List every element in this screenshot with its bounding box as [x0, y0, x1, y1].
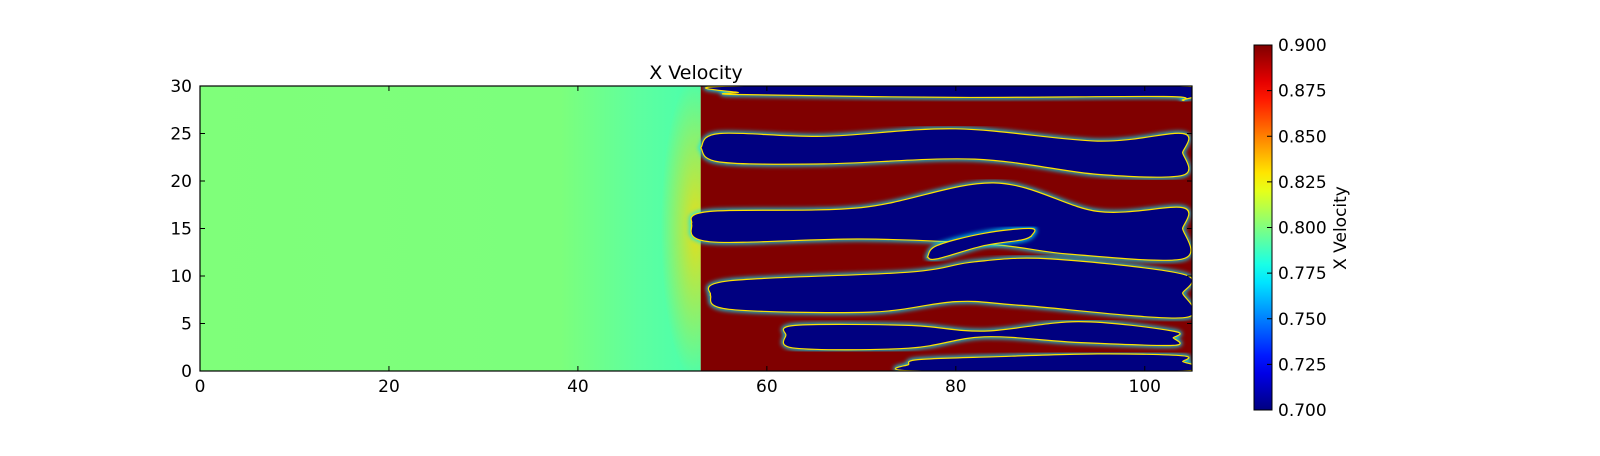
y-axis: 0 5 10 15 20 25 30: [170, 77, 1192, 382]
x-tick-label: 60: [756, 377, 778, 397]
chart-title: X Velocity: [649, 62, 743, 84]
y-tick-label: 0: [181, 362, 192, 382]
colorbar-tick-label: 0.725: [1278, 355, 1327, 375]
colorbar-axis: 0.700 0.725 0.750 0.775 0.800 0.825 0.850 0.875…: [1267, 36, 1327, 421]
colorbar-tick-label: 0.700: [1278, 401, 1327, 421]
y-tick-label: 25: [170, 125, 192, 145]
low-velocity-band: [705, 86, 1192, 102]
colorbar-tick-label: 0.875: [1278, 82, 1327, 102]
y-tick-label: 20: [170, 172, 192, 192]
colorbar-tick-label: 0.900: [1278, 36, 1327, 56]
colorbar-label: X Velocity: [1331, 186, 1351, 270]
y-tick-label: 10: [170, 267, 192, 287]
low-velocity-band: [894, 353, 1192, 371]
low-velocity-band: [690, 182, 1192, 261]
x-axis: 0 20 40 60 80 100: [195, 86, 1161, 397]
low-velocity-band: [707, 257, 1192, 319]
upstream-region: [200, 86, 701, 371]
low-velocity-band: [926, 227, 1036, 261]
y-tick-label: 15: [170, 220, 192, 240]
colorbar-tick-label: 0.825: [1278, 173, 1327, 193]
colorbar-tick-label: 0.800: [1278, 219, 1327, 239]
low-velocity-bands: [688, 86, 1192, 371]
x-tick-label: 0: [195, 377, 206, 397]
colorbar-tick-label: 0.850: [1278, 127, 1327, 147]
colorbar-tick-label: 0.775: [1278, 264, 1327, 284]
x-tick-label: 20: [378, 377, 400, 397]
y-tick-label: 30: [170, 77, 192, 97]
colorbar-tick-label: 0.750: [1278, 310, 1327, 330]
low-velocity-band: [699, 128, 1190, 178]
plot-area: [200, 86, 1192, 371]
x-tick-label: 80: [945, 377, 967, 397]
x-tick-label: 40: [567, 377, 589, 397]
y-tick-label: 5: [181, 315, 192, 335]
low-velocity-band: [782, 320, 1181, 351]
x-tick-label: 100: [1129, 377, 1161, 397]
